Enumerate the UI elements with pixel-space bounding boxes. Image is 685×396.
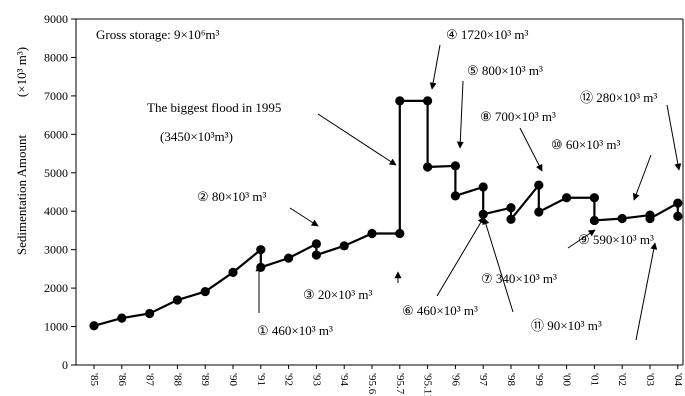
data-point <box>534 207 544 217</box>
data-point <box>311 239 321 249</box>
annotation-arrow <box>456 80 464 149</box>
x-tick-label: '92 <box>283 373 295 386</box>
data-point <box>617 213 627 224</box>
annotation-arrow <box>317 113 397 166</box>
y-axis-title: Sedimentation Amount (×10³ m³) <box>14 47 29 255</box>
x-tick-label: '04 <box>672 373 684 386</box>
annotation-arrow <box>482 217 514 313</box>
data-point <box>673 198 683 208</box>
data-point <box>256 262 266 272</box>
data-point <box>311 250 321 260</box>
data-point <box>506 214 516 224</box>
annotation-arrow <box>567 229 596 249</box>
x-tick-label: '95.6 <box>366 373 378 395</box>
x-tick-label: '96 <box>449 373 461 386</box>
data-point <box>89 321 99 331</box>
data-point <box>172 295 182 305</box>
y-tick-label: 4000 <box>44 204 68 218</box>
annotation-6: ⑥ 460×10³ m³ <box>402 303 478 318</box>
annotation-4: ④ 1720×10³ m³ <box>446 27 528 42</box>
data-point <box>673 211 683 221</box>
data-point <box>589 215 600 226</box>
x-tick-label: '97 <box>477 373 489 386</box>
data-point <box>423 96 433 106</box>
annotations: Gross storage: 9×10⁶m³ The biggest flood… <box>96 27 657 338</box>
annotation-8: ⑧ 700×10³ m³ <box>480 109 556 124</box>
x-tick-label: '01 <box>588 373 600 386</box>
annotation-gross-storage: Gross storage: 9×10⁶m³ <box>96 27 219 42</box>
y-tick-label: 5000 <box>44 166 68 180</box>
annotation-arrow <box>632 154 652 201</box>
annotation-12: ⑫ 280×10³ m³ <box>580 90 657 105</box>
data-point <box>200 286 210 297</box>
y-tick-label: 9000 <box>44 12 68 26</box>
series-line <box>89 96 683 331</box>
annotation-7: ⑦ 340×10³ m³ <box>481 271 557 286</box>
x-tick-label: '99 <box>533 373 545 386</box>
data-point <box>450 191 460 201</box>
annotation-1: ① 460×10³ m³ <box>257 323 333 338</box>
x-tick-label: '00 <box>561 373 573 386</box>
data-point <box>645 213 655 224</box>
annotation-2: ② 80×10³ m³ <box>197 189 266 204</box>
y-tick-label: 8000 <box>44 50 68 64</box>
x-tick-label: '88 <box>171 373 183 386</box>
annotation-arrow <box>519 127 543 172</box>
data-point <box>367 228 377 239</box>
y-tick-label: 3000 <box>44 243 68 257</box>
x-tick-label: '03 <box>644 373 656 386</box>
y-tick-label: 0 <box>62 358 68 372</box>
data-point <box>562 193 572 203</box>
annotation-5: ⑤ 800×10³ m³ <box>467 63 543 78</box>
annotation-11: ⑪ 90×10³ m³ <box>531 318 602 333</box>
data-point <box>589 193 600 203</box>
data-point <box>117 313 127 323</box>
y-axis-unit-label: (×10³ m³) <box>14 47 29 97</box>
x-tick-label: '98 <box>505 373 517 386</box>
data-point <box>145 308 155 319</box>
data-point <box>395 96 405 106</box>
x-tick-label: '91 <box>255 373 267 386</box>
data-point <box>478 182 488 192</box>
y-tick-label: 1000 <box>44 320 68 334</box>
axes: 0 1000 2000 3000 4000 5000 6000 7000 8000 9000 '85… <box>44 12 684 396</box>
annotation-10: ⑩ 60×10³ m³ <box>551 137 620 152</box>
x-tick-label: '90 <box>227 373 239 386</box>
y-tick-label: 6000 <box>44 127 68 141</box>
y-tick-label: 7000 <box>44 89 68 103</box>
annotation-arrow <box>635 242 658 341</box>
annotation-arrow <box>666 104 682 171</box>
annotation-biggest-flood-amount: (3450×10³m³) <box>160 129 233 144</box>
x-tick-label: '93 <box>310 373 322 386</box>
annotation-arrow <box>429 44 441 90</box>
y-axis-label: Sedimentation Amount <box>14 134 29 255</box>
data-point <box>506 203 516 213</box>
x-tick-label: '95.11 <box>422 373 434 396</box>
x-tick-label: '86 <box>116 373 128 386</box>
data-point <box>228 267 238 277</box>
annotation-arrow <box>289 207 319 227</box>
annotation-9: ⑨ 590×10³ m³ <box>578 232 654 247</box>
data-point <box>423 162 433 172</box>
x-tick-label: '94 <box>338 373 350 386</box>
data-point <box>284 253 294 263</box>
data-point <box>534 180 544 190</box>
x-tick-label: '85 <box>88 373 100 386</box>
annotation-arrows <box>255 44 682 341</box>
x-tick-label: '89 <box>199 373 211 386</box>
data-point <box>256 245 266 255</box>
data-point <box>339 241 349 251</box>
y-tick-label: 2000 <box>44 281 68 295</box>
x-tick-label: '95.7 <box>394 373 406 395</box>
annotation-3: ③ 20×10³ m³ <box>303 287 372 302</box>
data-point <box>450 161 460 171</box>
x-tick-label: '87 <box>144 373 156 386</box>
x-tick-label: '02 <box>616 373 628 386</box>
annotation-arrow <box>436 216 485 297</box>
data-point <box>395 228 405 239</box>
annotation-biggest-flood: The biggest flood in 1995 <box>147 100 281 115</box>
